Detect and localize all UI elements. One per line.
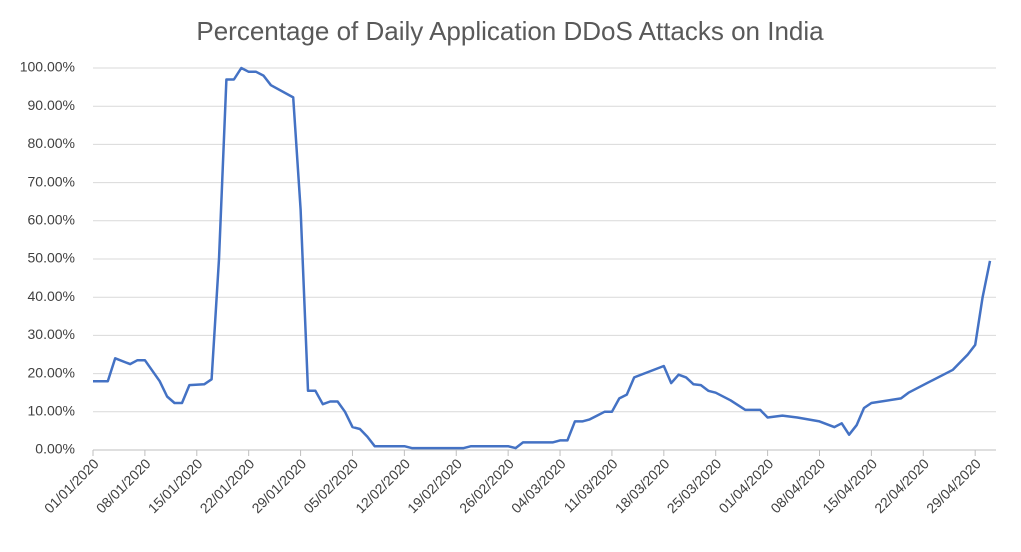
x-tick-label: 11/03/2020 <box>561 455 621 515</box>
y-tick-label: 60.00% <box>28 212 75 228</box>
y-tick-label: 0.00% <box>35 441 75 457</box>
x-tick-label: 08/01/2020 <box>93 455 154 516</box>
x-tick-label: 22/04/2020 <box>871 455 932 516</box>
x-tick-label: 18/03/2020 <box>612 455 673 516</box>
y-tick-label: 80.00% <box>28 135 75 151</box>
x-tick-label: 15/04/2020 <box>819 455 880 516</box>
chart-title: Percentage of Daily Application DDoS Att… <box>196 16 824 46</box>
x-tick-label: 12/02/2020 <box>352 455 413 516</box>
y-tick-label: 90.00% <box>28 97 75 113</box>
x-tick-label: 05/02/2020 <box>300 455 361 516</box>
x-tick-label: 26/02/2020 <box>456 455 517 516</box>
x-tick-label: 15/01/2020 <box>145 455 206 516</box>
y-tick-label: 20.00% <box>28 364 75 380</box>
y-tick-label: 70.00% <box>28 173 75 189</box>
x-tick-label: 04/03/2020 <box>508 455 569 516</box>
y-tick-label: 40.00% <box>28 288 75 304</box>
x-tick-label: 22/01/2020 <box>197 455 258 516</box>
x-tick-label: 29/01/2020 <box>248 455 309 516</box>
x-tick-label: 25/03/2020 <box>664 455 725 516</box>
x-tick-label: 08/04/2020 <box>767 455 828 516</box>
y-tick-label: 100.00% <box>20 59 75 75</box>
y-tick-label: 30.00% <box>28 326 75 342</box>
x-tick-label: 19/02/2020 <box>404 455 465 516</box>
y-tick-label: 50.00% <box>28 250 75 266</box>
x-tick-label: 01/01/2020 <box>41 455 102 516</box>
y-tick-label: 10.00% <box>28 403 75 419</box>
data-line <box>93 66 992 450</box>
x-tick-label: 29/04/2020 <box>923 455 984 516</box>
x-tick-label: 01/04/2020 <box>715 455 776 516</box>
